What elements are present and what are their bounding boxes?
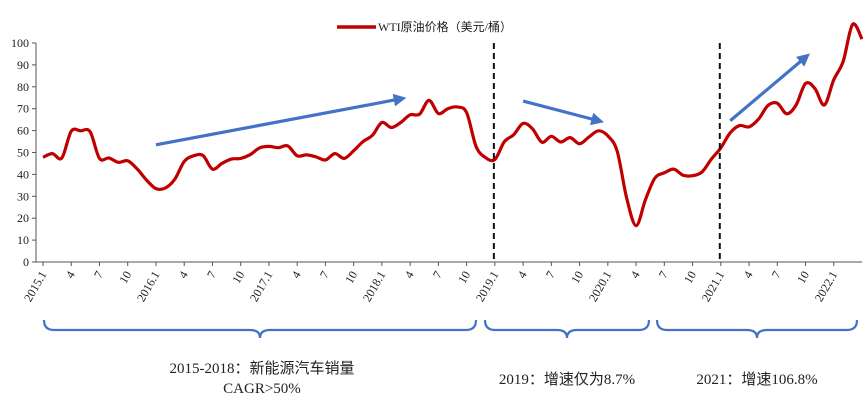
y-tick-label: 10	[17, 233, 29, 247]
legend-label: WTI原油价格（美元/桶）	[378, 19, 512, 34]
x-tick-label: 4	[628, 269, 643, 281]
y-tick-label: 30	[17, 189, 29, 203]
x-tick-label: 2019.1	[473, 269, 502, 305]
y-tick-label: 90	[17, 58, 29, 72]
plot-area	[42, 22, 864, 228]
x-tick-label: 4	[402, 269, 417, 281]
x-tick-label: 2016.1	[134, 269, 163, 305]
x-tick-label: 2020.1	[586, 269, 615, 305]
series-line-wti	[42, 22, 864, 228]
period-braces: 2015-2018：新能源汽车销量 CAGR>50% 2019：增速仅为8.7% 20…	[42, 319, 859, 397]
y-axis: 0 10 20 30 40 50 60 70 80 90 100	[11, 36, 37, 269]
x-tick-label: 2022.1	[812, 269, 841, 305]
x-tick-label: 10	[568, 269, 586, 286]
y-tick-label: 80	[17, 80, 29, 94]
trend-arrow	[155, 93, 407, 147]
period-label: 2015-2018：新能源汽车销量	[170, 360, 355, 377]
trend-arrow	[729, 53, 810, 122]
x-tick-label: 7	[769, 269, 784, 281]
x-axis: 2015.1 4 7 10 2016.1 4 7 10 2017.1 4 7 10 2018.1 4 7 10…	[21, 261, 862, 305]
y-tick-label: 70	[17, 102, 29, 116]
legend: WTI原油价格（美元/桶）	[337, 19, 512, 34]
x-tick-label: 10	[229, 269, 247, 286]
x-tick-label: 4	[741, 269, 756, 281]
x-tick-label: 4	[289, 269, 304, 281]
period-label: 2021：增速106.8%	[696, 371, 817, 388]
x-tick-label: 10	[681, 269, 699, 286]
x-tick-label: 7	[430, 269, 445, 281]
period-label: 2019：增速仅为8.7%	[499, 371, 635, 388]
x-tick-label: 4	[63, 269, 78, 281]
period-brace	[655, 319, 859, 339]
y-tick-label: 60	[17, 124, 29, 138]
x-tick-label: 7	[317, 269, 332, 281]
period-label: CAGR>50%	[223, 381, 301, 397]
x-tick-label: 10	[794, 269, 812, 286]
x-tick-label: 2015.1	[21, 269, 50, 305]
x-tick-label: 4	[515, 269, 530, 281]
y-tick-label: 40	[17, 167, 29, 181]
x-tick-label: 7	[543, 269, 558, 281]
x-tick-label: 10	[342, 269, 360, 286]
x-tick-label: 2021.1	[699, 269, 728, 305]
y-tick-label: 20	[17, 211, 29, 225]
x-tick-label: 10	[116, 269, 134, 286]
period-brace	[483, 319, 651, 339]
annotation-overlays	[155, 43, 810, 262]
x-tick-label: 7	[656, 269, 671, 281]
x-tick-label: 4	[176, 269, 191, 281]
trend-arrow	[522, 99, 604, 126]
y-tick-label: 50	[17, 146, 29, 160]
x-tick-label: 7	[91, 269, 106, 281]
x-tick-label: 2017.1	[247, 269, 276, 305]
period-brace	[42, 319, 478, 339]
y-tick-label: 0	[23, 255, 29, 269]
x-tick-label: 7	[204, 269, 219, 281]
x-tick-label: 2018.1	[360, 269, 389, 305]
y-tick-label: 100	[11, 36, 29, 50]
x-tick-label: 10	[455, 269, 473, 286]
